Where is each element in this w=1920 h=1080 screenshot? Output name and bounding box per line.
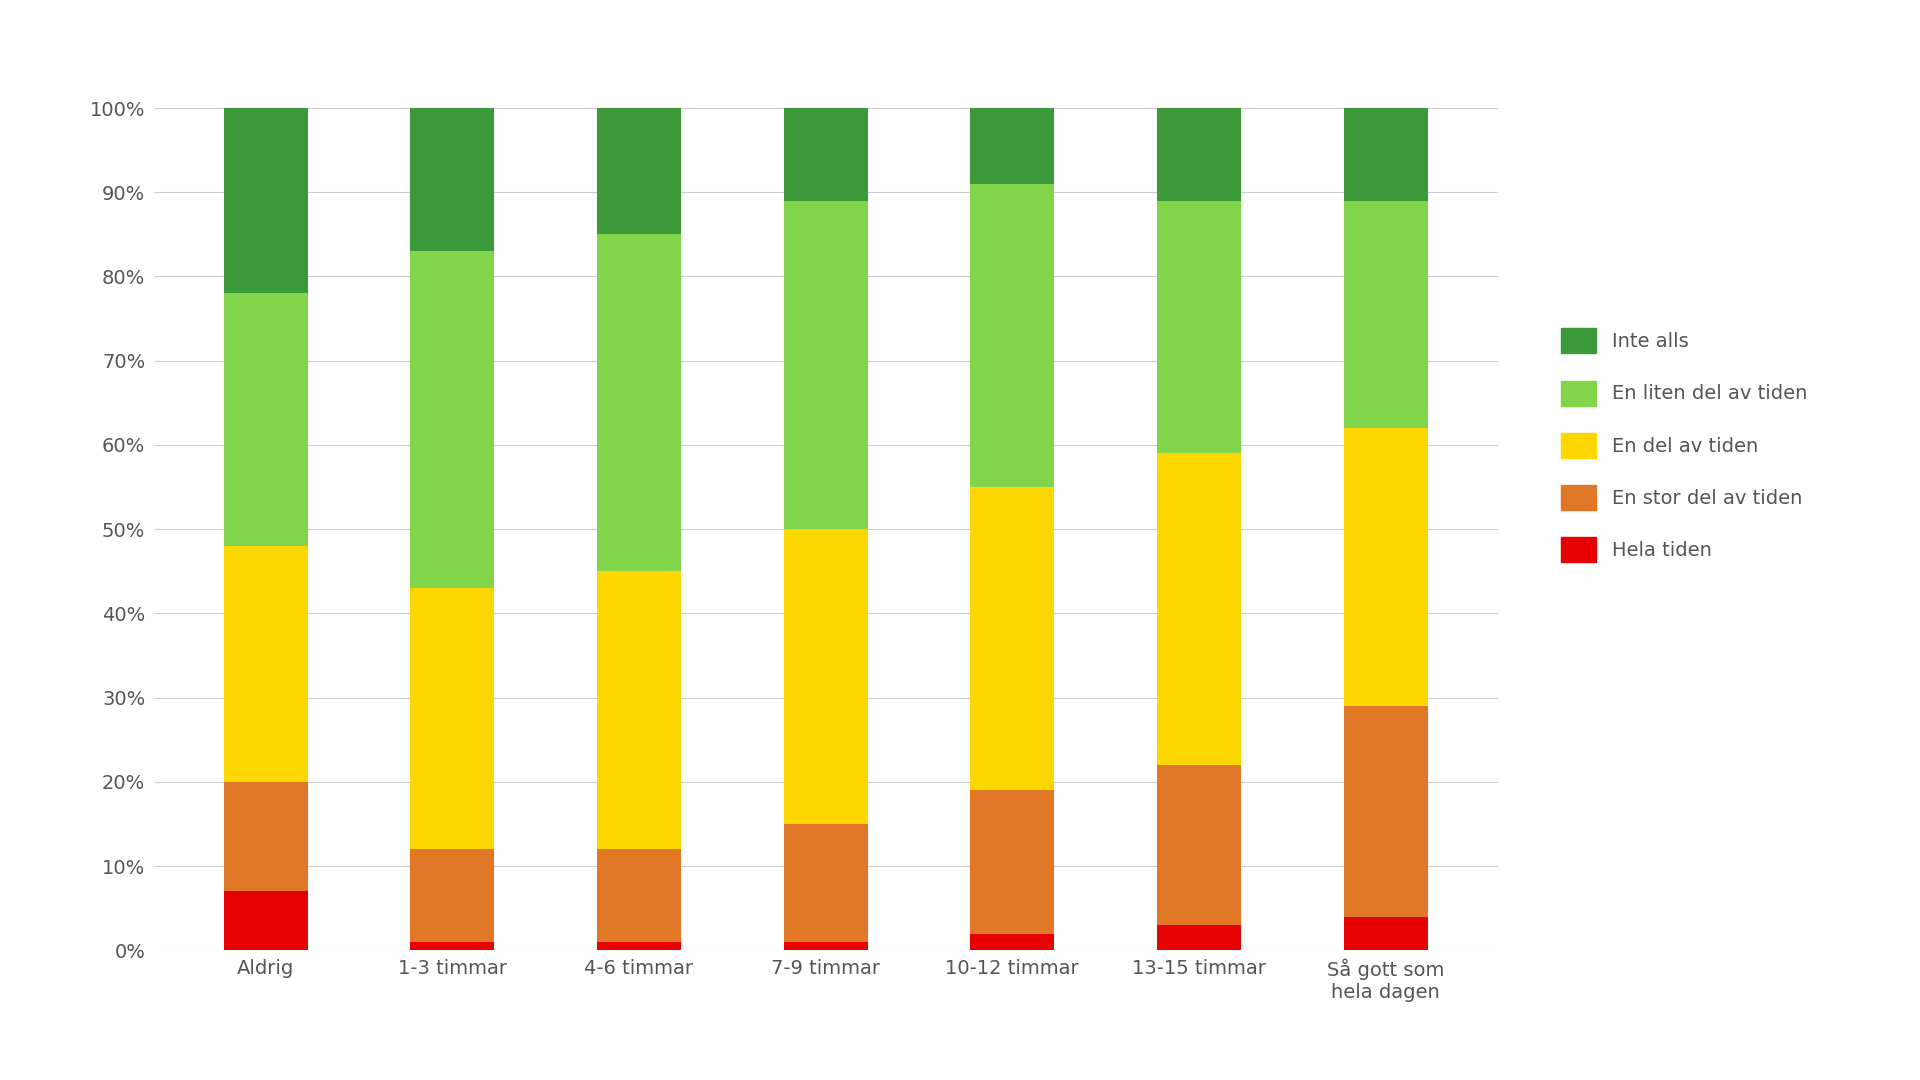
Bar [970,933,1054,950]
Bar [223,891,307,950]
Bar [597,108,682,234]
Bar [1158,926,1240,950]
Bar [1344,201,1428,428]
Bar [223,108,307,294]
Bar [783,529,868,824]
Bar [597,234,682,571]
Bar [970,184,1054,487]
Bar [411,589,493,849]
Bar [411,252,493,589]
Bar [597,571,682,849]
Bar [223,294,307,546]
Bar [783,942,868,950]
Bar [597,942,682,950]
Bar [411,849,493,942]
Bar [1158,108,1240,201]
Bar [1344,108,1428,201]
Bar [783,824,868,942]
Bar [1158,454,1240,765]
Bar [1344,917,1428,950]
Bar [970,487,1054,791]
Bar [970,791,1054,933]
Bar [223,782,307,891]
Bar [1158,201,1240,454]
Legend: Inte alls, En liten del av tiden, En del av tiden, En stor del av tiden, Hela ti: Inte alls, En liten del av tiden, En del… [1561,328,1807,563]
Bar [411,942,493,950]
Bar [1344,428,1428,706]
Bar [783,108,868,201]
Bar [1344,706,1428,917]
Bar [597,849,682,942]
Bar [1158,765,1240,926]
Bar [411,108,493,252]
Bar [970,108,1054,184]
Bar [783,201,868,529]
Bar [223,546,307,782]
